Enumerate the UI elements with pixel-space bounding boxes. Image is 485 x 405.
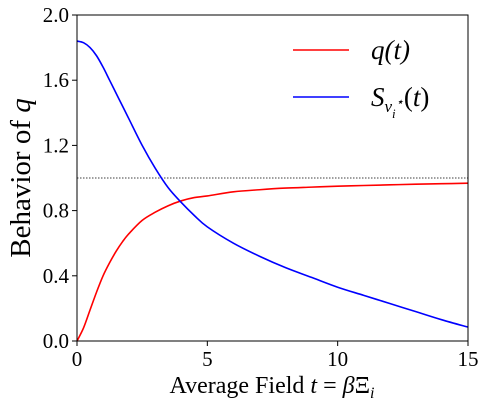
y-tick-label: 2.0 (43, 3, 69, 27)
x-tick-label: 0 (72, 347, 83, 371)
y-tick-label: 1.2 (43, 133, 69, 157)
y-tick-label: 0.4 (43, 264, 70, 288)
series-line-q (76, 182, 469, 342)
x-tick-label: 15 (458, 347, 479, 371)
series-line-s (76, 40, 469, 328)
plot-frame (76, 14, 469, 342)
x-axis-ticks: 0 5 10 15 (72, 341, 479, 371)
y-tick-label: 1.6 (43, 68, 69, 92)
y-tick-label: 0.0 (43, 329, 69, 353)
y-tick-label: 0.8 (43, 199, 69, 223)
x-axis-label: Average Field t = βΞi (170, 373, 375, 402)
legend-label-q: q(t) (371, 35, 410, 65)
series-layer (76, 40, 469, 342)
x-tick-label: 5 (202, 347, 213, 371)
y-axis-label: Behavior of q (5, 98, 37, 257)
y-axis-ticks: 0.0 0.4 0.8 1.2 1.6 2.0 (43, 3, 77, 353)
x-tick-label: 10 (327, 347, 348, 371)
